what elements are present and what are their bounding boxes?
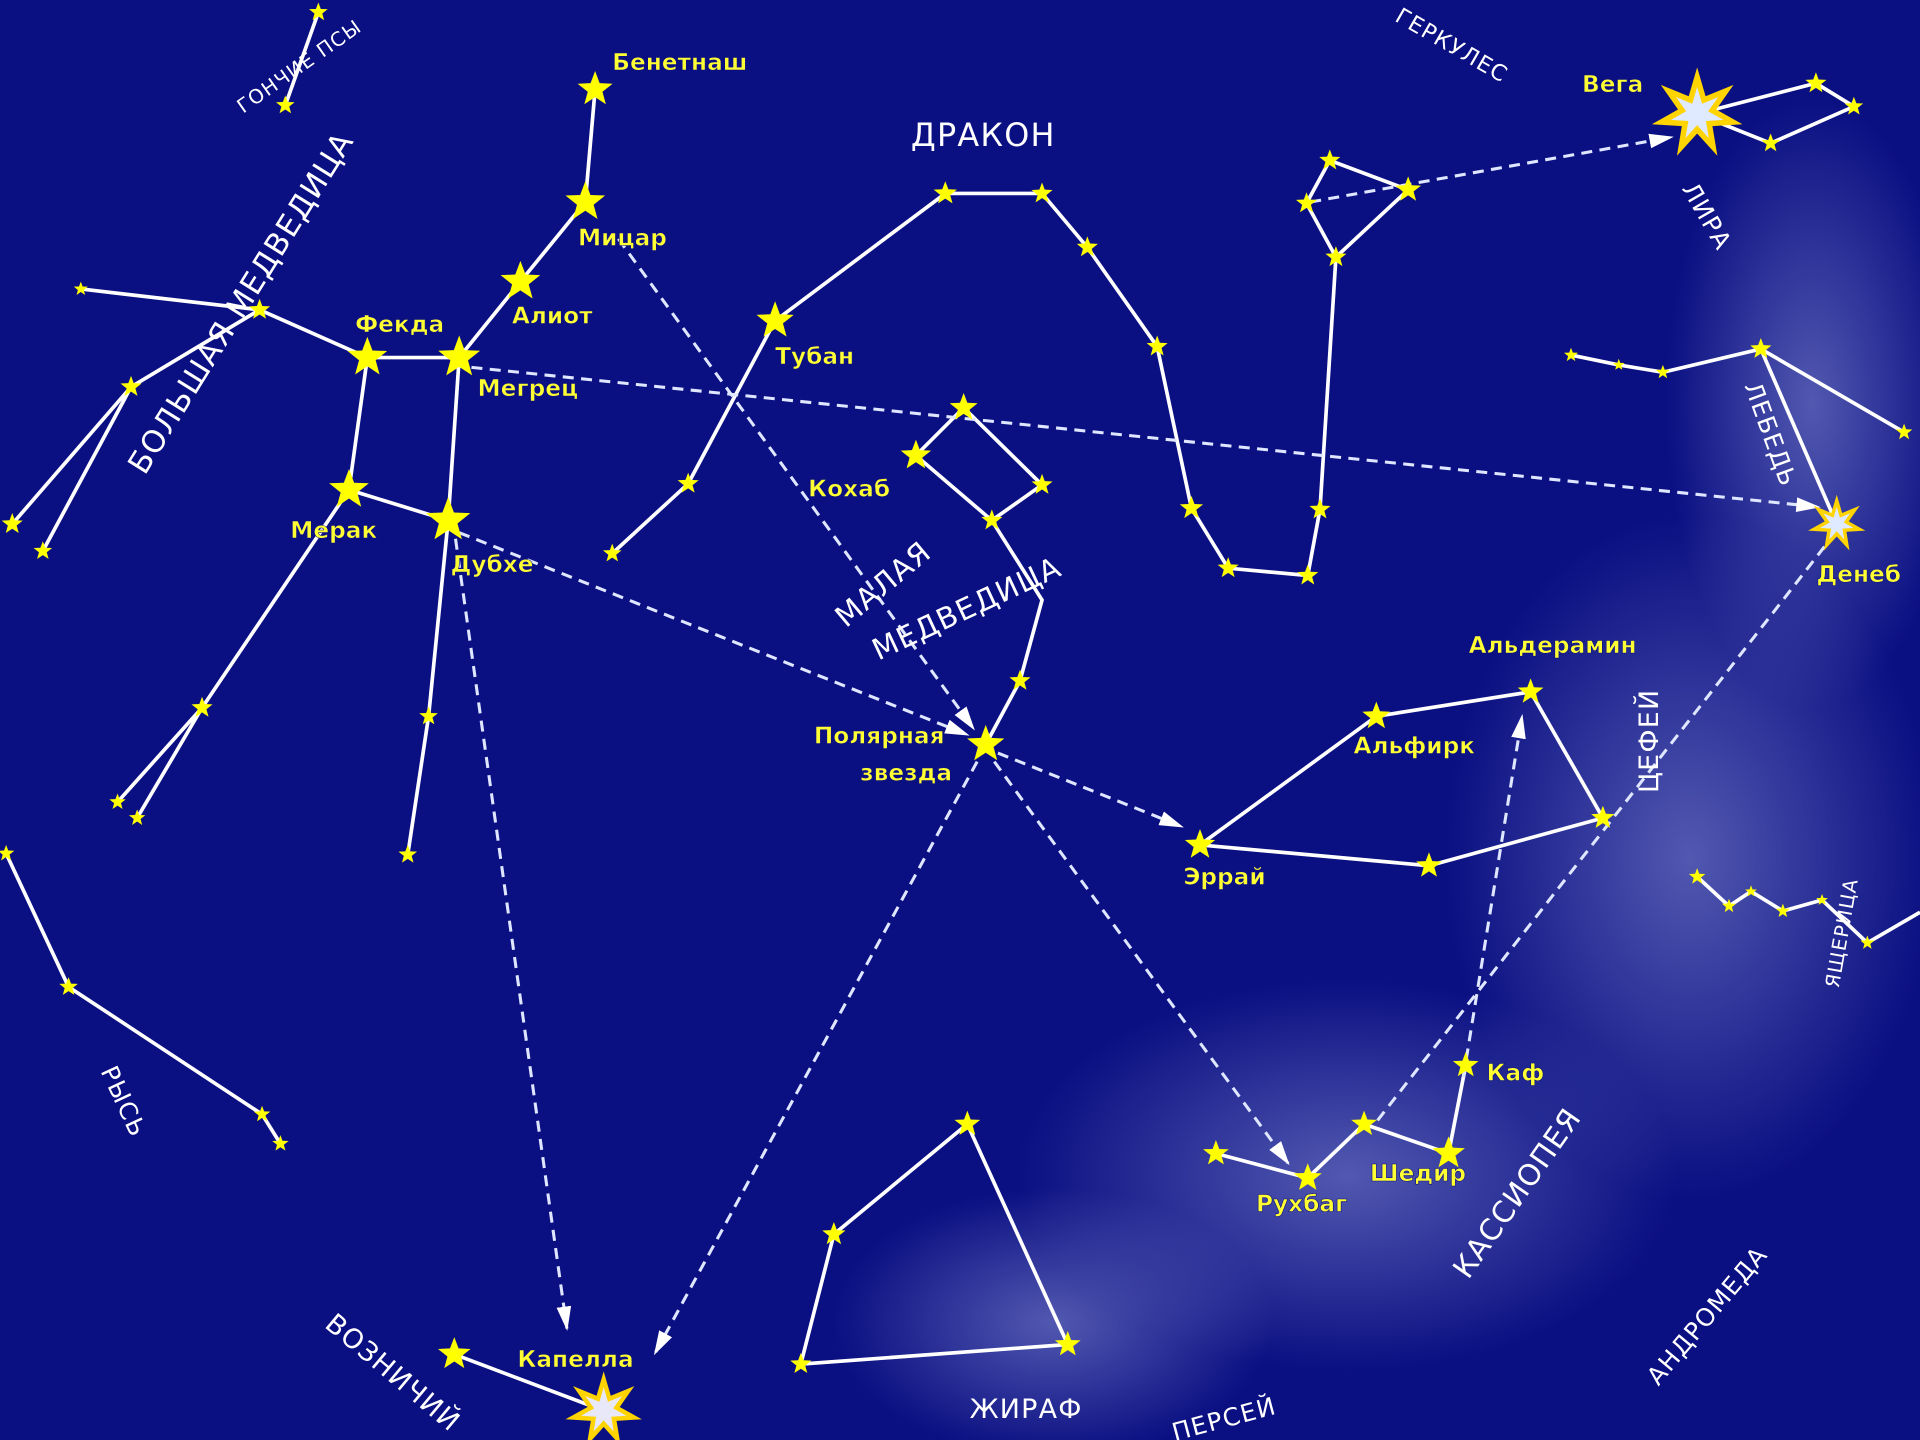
star-name: Каф xyxy=(1487,1059,1545,1086)
star-map: ГОНЧИЕ ПСЫ БОЛЬШАЯ МЕДВЕДИЦА ДРАКОН ГЕРК… xyxy=(0,0,1920,1440)
star-name: Тубан xyxy=(775,343,854,370)
star-name: Полярная xyxy=(814,723,945,750)
star-name: Эррай xyxy=(1183,863,1265,890)
star-name: Алиот xyxy=(512,303,593,330)
star-name: Вега xyxy=(1582,71,1643,98)
star-name: Альфирк xyxy=(1354,732,1476,759)
star-name: Кохаб xyxy=(808,475,890,502)
star-name: Мегрец xyxy=(478,375,579,402)
star-name: Альдерамин xyxy=(1469,632,1637,659)
star-name: Шедир xyxy=(1370,1160,1466,1187)
star-name: Дубхе xyxy=(451,551,534,578)
star-name: Рухбаг xyxy=(1256,1190,1347,1217)
page: ГОНЧИЕ ПСЫ БОЛЬШАЯ МЕДВЕДИЦА ДРАКОН ГЕРК… xyxy=(0,0,1920,1440)
star-name: Капелла xyxy=(517,1346,633,1373)
star-name: Бенетнаш xyxy=(612,49,747,76)
star-name: Мерак xyxy=(290,517,377,544)
star-name: Денеб xyxy=(1817,561,1902,588)
star-name: звезда xyxy=(860,759,952,786)
constellation-name: ЖИРАФ xyxy=(970,1394,1083,1425)
star-name: Фекда xyxy=(355,311,444,338)
constellation-name: ЦЕФЕЙ xyxy=(1633,689,1665,793)
star-name: Мицар xyxy=(578,224,667,251)
constellation-name: ДРАКОН xyxy=(911,116,1056,154)
